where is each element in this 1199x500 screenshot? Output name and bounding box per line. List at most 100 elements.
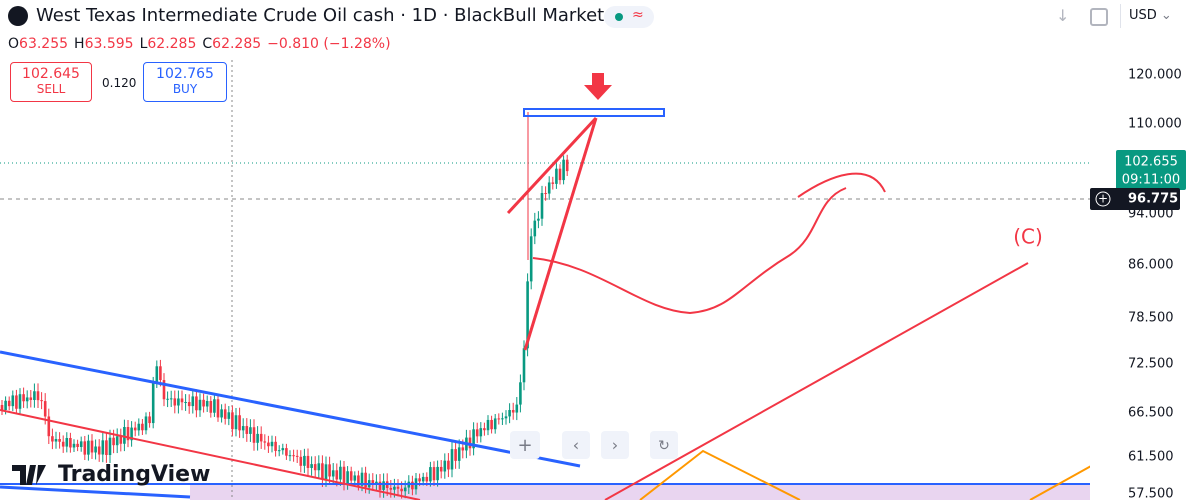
zoom-button[interactable]: [510, 431, 540, 459]
price-axis: [1090, 0, 1199, 500]
reset-button[interactable]: [650, 431, 678, 459]
candle-body: [11, 395, 15, 407]
ohlc-label: L: [139, 36, 148, 52]
candle-body: [54, 439, 58, 442]
candle-body: [497, 418, 501, 420]
down-icon[interactable]: ↓: [1056, 6, 1070, 25]
status-pill[interactable]: ≈: [604, 6, 654, 28]
currency: USD: [1129, 8, 1157, 23]
candle-body: [115, 436, 119, 446]
candle-body: [508, 409, 511, 417]
last-price: 102.655: [1124, 155, 1178, 170]
candle-body: [339, 466, 342, 480]
candle-body: [65, 437, 69, 447]
ohlc-label: C: [202, 36, 213, 52]
candle-body: [123, 426, 126, 444]
candle-body: [519, 382, 522, 405]
add-icon[interactable]: [1095, 191, 1111, 207]
candle-body: [87, 440, 90, 455]
candle-body: [429, 467, 432, 482]
ohlc-value: 63.255: [19, 36, 69, 52]
candle-body: [439, 466, 443, 472]
candle-body: [483, 428, 486, 431]
candle-body: [335, 470, 339, 480]
back-button[interactable]: [562, 431, 590, 459]
candle-body: [252, 427, 256, 443]
candle-body: [529, 236, 533, 282]
candle-body: [299, 456, 303, 466]
candle-body: [360, 472, 364, 486]
candle-body: [173, 398, 177, 406]
candle-body: [137, 423, 141, 431]
candle-body: [432, 467, 436, 481]
candle-body: [504, 416, 508, 419]
candle-body: [184, 402, 187, 404]
candle-body: [15, 395, 18, 409]
ohlc-value: 62.285: [147, 36, 197, 52]
symbol-title[interactable]: West Texas Intermediate Crude Oil cash ·…: [36, 5, 614, 26]
trend-line: [0, 485, 191, 499]
candle-body: [144, 416, 148, 431]
candle-body: [281, 448, 285, 451]
forward-icon: ›: [612, 436, 618, 455]
candle-body: [378, 481, 382, 490]
candles: [0, 112, 569, 499]
candle-body: [303, 455, 306, 466]
orange-line: [639, 449, 801, 500]
candle-body: [450, 449, 454, 470]
last-price-tag: [1116, 150, 1186, 190]
candle-body: [310, 464, 313, 468]
crosshair-price: 96.775: [1128, 192, 1178, 207]
candle-body: [245, 426, 249, 434]
candle-body: [274, 441, 277, 451]
layout-icon[interactable]: [1090, 8, 1108, 26]
candle-body: [61, 441, 65, 447]
candle-body: [180, 398, 184, 403]
logo: TradingView: [12, 462, 210, 487]
forward-button[interactable]: [601, 431, 629, 459]
candle-body: [187, 402, 191, 407]
back-icon: ‹: [573, 436, 579, 455]
candle-body: [342, 466, 346, 485]
candle-body: [231, 412, 234, 430]
candle-body: [79, 441, 83, 448]
candle-body: [526, 281, 529, 349]
sell-button[interactable]: 102.645 SELL: [10, 62, 92, 102]
candle-body: [533, 220, 537, 237]
buy-button[interactable]: 102.765 BUY: [143, 62, 227, 102]
candle-body: [501, 418, 504, 420]
candle-body: [47, 416, 51, 437]
trend-line: [0, 350, 581, 468]
candle-body: [267, 442, 270, 447]
candle-body: [0, 405, 4, 411]
currency-select[interactable]: USD ⌄: [1120, 4, 1190, 28]
ohlc-value: 63.595: [84, 36, 134, 52]
price-label: 78.500: [1128, 311, 1174, 326]
price-axis-labels: 120.000 110.000 94.000 86.000 78.500 72.500 66…: [1128, 68, 1182, 500]
candle-body: [511, 409, 515, 413]
ohlc-value: 62.285: [212, 36, 262, 52]
candle-body: [421, 476, 425, 482]
candle-body: [565, 159, 569, 172]
candle-body: [425, 476, 429, 482]
crosshair-tag: [1090, 188, 1180, 210]
candle-body: [472, 429, 475, 449]
candle-body: [522, 348, 526, 383]
candle-body: [83, 441, 87, 455]
candle-body: [191, 396, 195, 407]
candle-body: [544, 193, 547, 195]
candle-body: [220, 409, 223, 418]
price-label: 94.000: [1128, 207, 1174, 222]
candle-body: [493, 418, 497, 430]
candle-body: [436, 466, 439, 481]
change: −0.810 (−1.28%): [267, 36, 391, 52]
candle-body: [411, 481, 414, 490]
price-label: 72.500: [1128, 357, 1174, 372]
candle-body: [353, 475, 357, 481]
candle-body: [364, 472, 367, 488]
candle-body: [130, 427, 133, 441]
candle-body: [249, 427, 252, 434]
candle-body: [540, 193, 544, 219]
candle-body: [418, 478, 421, 482]
arrow-icon: [584, 73, 612, 100]
